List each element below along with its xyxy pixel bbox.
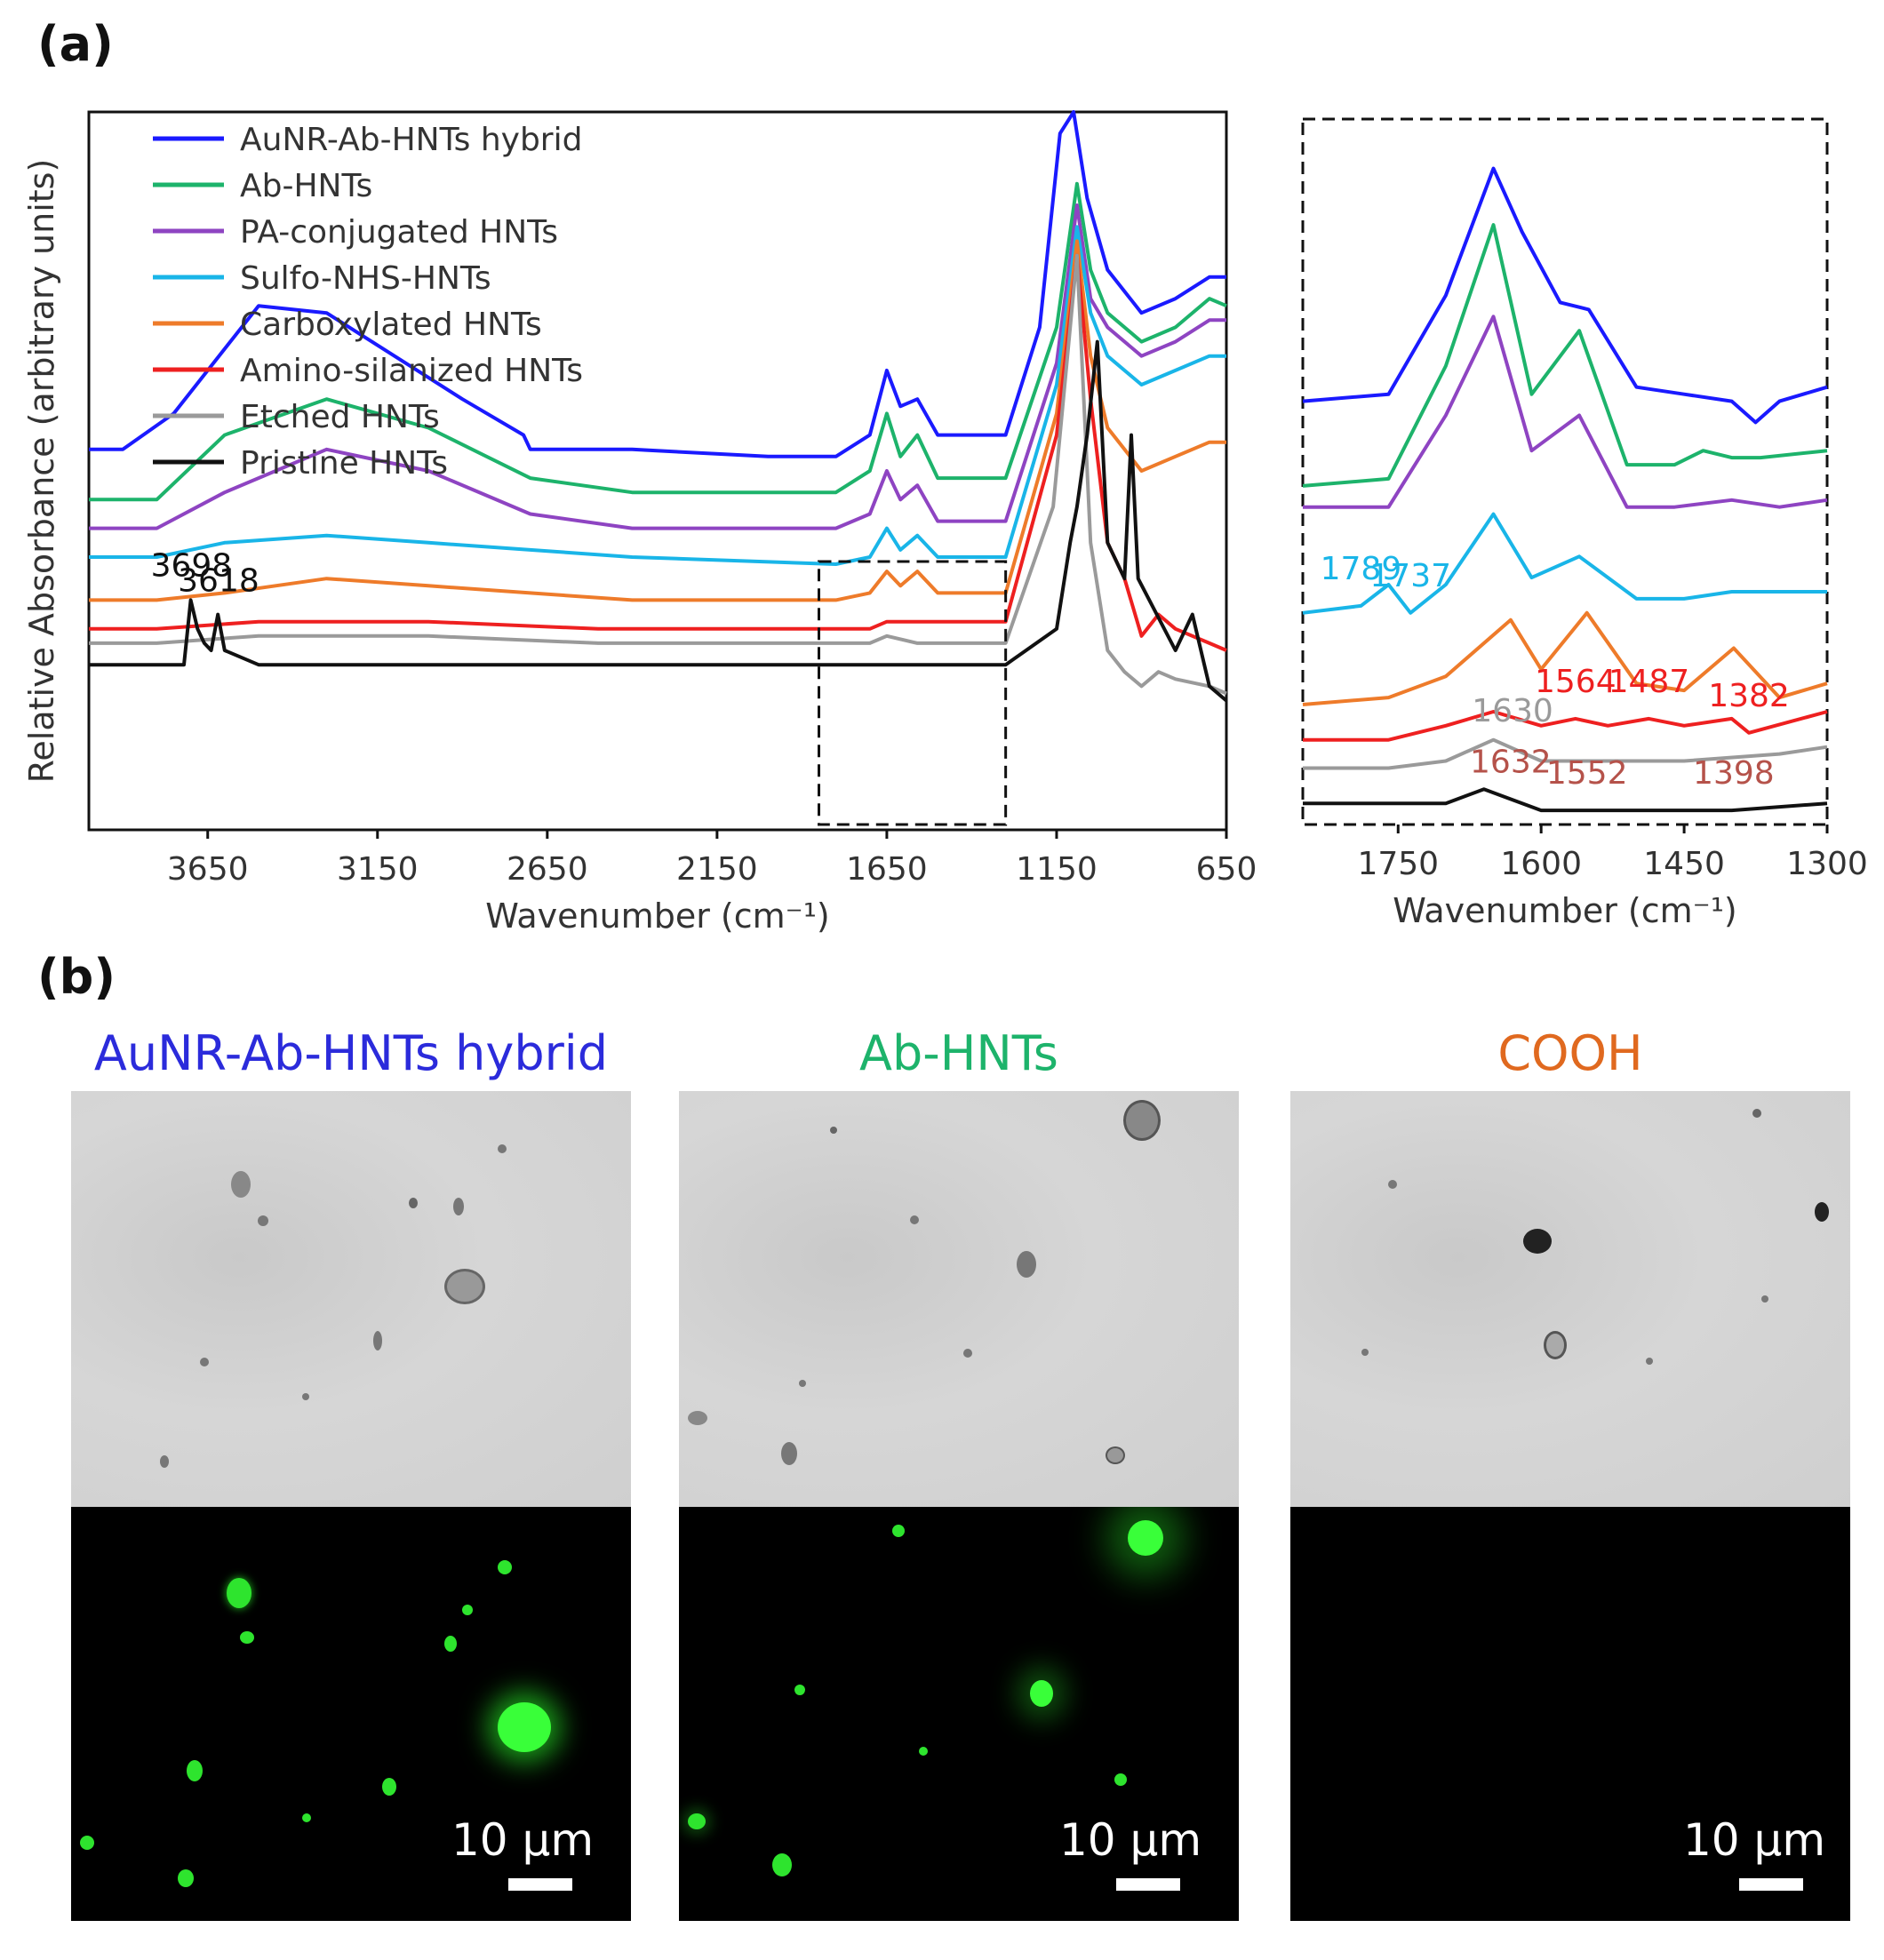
inset-series-carboxylated-hnts: [1302, 610, 1828, 706]
main-xtick-label: 650: [1196, 851, 1257, 888]
inset-annotation-1398: 1398: [1693, 755, 1775, 792]
main-y-axis-label: Relative Absorbance (arbitrary units): [22, 159, 61, 784]
main-xtick-label: 2150: [676, 851, 758, 888]
micrograph-title-3: COOH: [1497, 1025, 1643, 1081]
main-annotation-3618: 3618: [178, 563, 259, 600]
inset-x-axis-label: Wavenumber (cm⁻¹): [1393, 891, 1737, 930]
inset-annotation-1789: 1789: [1321, 551, 1402, 587]
legend-label-aunr-ab-hnts-hybrid: AuNR-Ab-HNTs hybrid: [240, 122, 582, 158]
inset-series-amino-silanized-hnts: [1303, 710, 1828, 742]
inset-annotation-1487: 1487: [1609, 664, 1690, 700]
legend-label-sulfo-nhs-hnts: Sulfo-NHS-HNTs: [240, 260, 491, 297]
ftir-main-chart: 3650 3150 2650 2150 1650 1150 650 Wavenumber (c…: [22, 110, 1257, 936]
inset-xtick-label: 1300: [1786, 846, 1868, 882]
inset-xtick-label: 1600: [1500, 846, 1582, 882]
legend-label-pa-conjugated-hnts: PA-conjugated HNTs: [240, 214, 558, 251]
main-xtick-label: 3650: [167, 851, 249, 888]
micrograph-title-2: Ab-HNTs: [859, 1025, 1058, 1081]
scale-bar-2: [1116, 1878, 1180, 1891]
inset-series-sulfo-nhs-hnts: [1302, 512, 1827, 615]
inset-series-pa-conjugated-hnts: [1303, 315, 1828, 509]
inset-annotation-1382: 1382: [1708, 678, 1790, 714]
inset-annotation-1630: 1630: [1472, 693, 1553, 729]
main-series-pristine-hnts: [89, 339, 1228, 703]
main-legend: AuNR-Ab-HNTs hybrid Ab-HNTs PA-conjugated …: [153, 122, 583, 482]
brightfield-image-1: [71, 1091, 631, 1507]
main-x-axis-label: Wavenumber (cm⁻¹): [485, 896, 830, 936]
main-series-etched-hnts: [89, 253, 1227, 696]
main-series-sulfo-nhs-hnts: [89, 225, 1226, 566]
legend-label-amino-silanized-hnts: Amino-silanized HNTs: [240, 353, 583, 389]
legend-label-etched-hnts: Etched HNTs: [240, 399, 440, 435]
main-xtick-label: 3150: [337, 851, 419, 888]
inset-xtick-label: 1750: [1357, 846, 1439, 882]
scale-bar-label-3: 10 µm: [1683, 1814, 1826, 1866]
brightfield-image-3: [1290, 1091, 1850, 1507]
inset-xtick-label: 1450: [1643, 846, 1725, 882]
legend-label-pristine-hnts: Pristine HNTs: [240, 445, 448, 482]
legend-label-ab-hnts: Ab-HNTs: [240, 168, 372, 204]
scale-bar-label-1: 10 µm: [451, 1814, 595, 1866]
fluorescence-image-1: 10 µm: [71, 1507, 631, 1921]
fluorescence-image-3: 10 µm: [1290, 1507, 1850, 1921]
panel-b-label: (b): [37, 949, 116, 1005]
zoom-region-box: [817, 560, 1008, 826]
main-plot-frame: [87, 110, 1228, 832]
micrograph-title-1: AuNR-Ab-HNTs hybrid: [93, 1025, 609, 1081]
inset-series-etched-hnts: [1303, 737, 1828, 770]
panel-a-label: (a): [37, 16, 114, 72]
inset-plot-frame: [1301, 117, 1829, 826]
scale-bar-label-2: 10 µm: [1059, 1814, 1202, 1866]
inset-annotation-1632: 1632: [1470, 744, 1552, 780]
main-series-pa-conjugated-hnts: [89, 203, 1226, 530]
main-xtick-label: 1150: [1016, 851, 1098, 888]
inset-annotation-1737: 1737: [1369, 558, 1451, 594]
main-series-aunr-ab-hnts-hybrid: [89, 110, 1226, 458]
ftir-inset-chart: 1750 1600 1450 1300 Wavenumber (cm⁻¹) 1789173…: [1301, 117, 1868, 930]
inset-series-ab-hnts: [1302, 223, 1828, 488]
inset-series-pristine-hnts: [1303, 787, 1828, 813]
legend-label-carboxylated-hnts: Carboxylated HNTs: [240, 307, 542, 343]
main-series-amino-silanized-hnts: [89, 253, 1227, 652]
main-xtick-label: 1650: [846, 851, 928, 888]
scale-bar-1: [508, 1878, 572, 1891]
scale-bar-3: [1739, 1878, 1803, 1891]
main-series-carboxylated-hnts: [89, 239, 1226, 602]
inset-annotation-1552: 1552: [1546, 755, 1628, 792]
brightfield-image-2: [679, 1091, 1239, 1507]
main-series-ab-hnts: [89, 181, 1227, 502]
main-annotation-3698: 3698: [151, 548, 233, 585]
inset-annotation-1564: 1564: [1535, 664, 1617, 700]
fluorescence-image-2: 10 µm: [679, 1507, 1239, 1921]
main-xtick-label: 2650: [507, 851, 588, 888]
inset-series-aunr-ab-hnts-hybrid: [1302, 166, 1828, 425]
